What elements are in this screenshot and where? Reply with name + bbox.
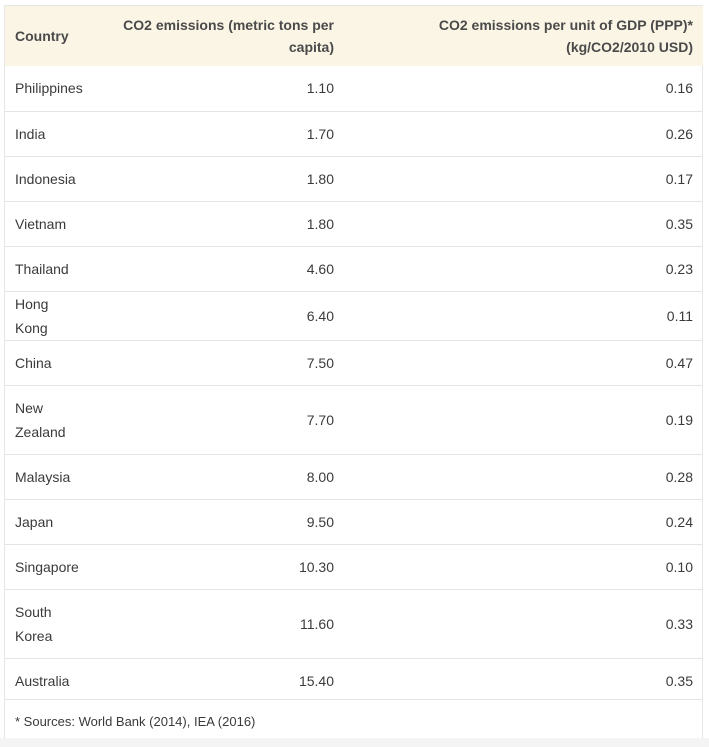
cell-country: South Korea (5, 589, 80, 659)
cell-country: Japan (5, 499, 80, 545)
country-name-line2: Zealand (15, 423, 66, 440)
cell-country: Thailand (5, 246, 80, 292)
cell-co2-per-gdp: 0.19 (344, 385, 703, 455)
table-row: India 1.70 0.26 (5, 111, 703, 157)
country-name: Indonesia (15, 170, 76, 187)
cell-country: Philippines (5, 66, 83, 112)
cell-co2-per-gdp: 0.47 (344, 340, 703, 386)
cell-country: India (5, 111, 80, 157)
cell-country: New Zealand (5, 385, 80, 455)
country-name: Malaysia (15, 468, 71, 485)
header-co2-per-capita-line2: capita) (288, 39, 334, 55)
table-row: China 7.50 0.47 (5, 340, 703, 386)
cell-country: Vietnam (5, 201, 80, 247)
header-co2-per-gdp-line1: CO2 emissions per unit of GDP (PPP)* (438, 17, 693, 33)
cell-country: China (5, 340, 80, 386)
bottom-divider (0, 738, 709, 747)
emissions-table: Country CO2 emissions (metric tons per c… (5, 6, 703, 703)
table-row: South Korea 11.60 0.33 (5, 589, 703, 659)
country-name-line1: New (15, 399, 44, 416)
cell-co2-per-capita: 4.60 (80, 246, 344, 292)
cell-co2-per-capita: 8.00 (80, 454, 344, 500)
cell-co2-per-capita: 7.70 (80, 385, 344, 455)
table-row: Thailand 4.60 0.23 (5, 246, 703, 292)
table-row: Malaysia 8.00 0.28 (5, 454, 703, 500)
cell-co2-per-capita: 6.40 (80, 291, 344, 341)
cell-country: Singapore (5, 544, 80, 590)
country-name: Hong Kong (15, 295, 49, 336)
header-country-label: Country (15, 28, 69, 44)
cell-co2-per-gdp: 0.23 (344, 246, 703, 292)
emissions-table-card: Country CO2 emissions (metric tons per c… (4, 5, 703, 743)
country-name: Thailand (15, 260, 69, 277)
country-name-line2: Korea (15, 627, 53, 644)
table-row: Philippines 1.10 0.16 (5, 66, 703, 112)
cell-co2-per-capita: 1.80 (80, 201, 344, 247)
cell-co2-per-gdp: 0.11 (344, 291, 703, 341)
cell-co2-per-capita: 1.80 (80, 156, 344, 202)
cell-co2-per-gdp: 0.33 (344, 589, 703, 659)
cell-country: Malaysia (5, 454, 80, 500)
cell-country: Australia (5, 658, 80, 703)
table-header: Country CO2 emissions (metric tons per c… (5, 6, 703, 66)
table-row: Vietnam 1.80 0.35 (5, 201, 703, 247)
table-row: Indonesia 1.80 0.17 (5, 156, 703, 202)
cell-co2-per-gdp: 0.17 (344, 156, 703, 202)
cell-co2-per-capita: 1.10 (80, 66, 344, 112)
country-name: Australia (15, 672, 70, 689)
country-name: China (15, 354, 52, 371)
cell-co2-per-capita: 9.50 (80, 499, 344, 545)
header-co2-per-gdp: CO2 emissions per unit of GDP (PPP)* (kg… (344, 6, 703, 66)
header-co2-per-gdp-line2: (kg/CO2/2010 USD) (566, 39, 693, 55)
cell-co2-per-capita: 15.40 (298, 672, 334, 689)
cell-co2-per-gdp: 0.16 (344, 66, 703, 112)
header-country: Country (5, 6, 80, 66)
country-name: Japan (15, 513, 54, 530)
country-name: India (15, 125, 46, 142)
header-row: Country CO2 emissions (metric tons per c… (5, 6, 703, 66)
table-row: Australia 15.40 0.35 (5, 658, 703, 703)
table-body: Philippines 1.10 0.16 India 1.70 0.26 In… (5, 66, 703, 703)
cell-co2-per-capita: 10.30 (80, 544, 344, 590)
country-name: Philippines (15, 80, 83, 97)
cell-co2-per-gdp: 0.10 (344, 544, 703, 590)
header-co2-per-capita-line1: CO2 emissions (metric tons per (123, 17, 334, 33)
cell-co2-per-gdp: 0.24 (344, 499, 703, 545)
country-name: Singapore (15, 558, 79, 575)
cell-co2-per-gdp: 0.26 (344, 111, 703, 157)
cell-country: Hong Kong (5, 291, 80, 341)
cell-co2-per-gdp: 0.28 (344, 454, 703, 500)
table-row: New Zealand 7.70 0.19 (5, 385, 703, 455)
country-name-line1: South (15, 603, 52, 620)
cell-co2-per-capita: 1.70 (80, 111, 344, 157)
table-row: Hong Kong 6.40 0.11 (5, 291, 703, 341)
table-row: Japan 9.50 0.24 (5, 499, 703, 545)
country-name: Vietnam (15, 215, 67, 232)
cell-country: Indonesia (5, 156, 80, 202)
header-co2-per-capita: CO2 emissions (metric tons per capita) (80, 6, 344, 66)
cell-co2-per-gdp: 0.35 (665, 672, 693, 689)
table-footnote: * Sources: World Bank (2014), IEA (2016) (5, 699, 702, 743)
cell-co2-per-capita: 7.50 (80, 340, 344, 386)
table-row: Singapore 10.30 0.10 (5, 544, 703, 590)
cell-co2-per-capita: 11.60 (80, 589, 344, 659)
cell-co2-per-gdp: 0.35 (344, 201, 703, 247)
sources-note: * Sources: World Bank (2014), IEA (2016) (15, 714, 256, 729)
